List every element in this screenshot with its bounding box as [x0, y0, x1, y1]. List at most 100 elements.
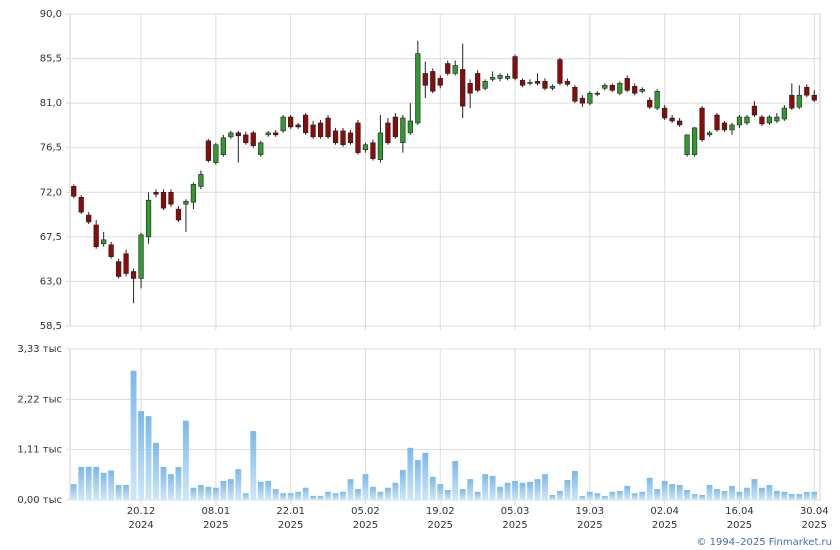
candle-body — [160, 191, 167, 209]
volume-bar — [85, 466, 92, 500]
volume-bar — [474, 491, 481, 500]
volume-bar — [399, 470, 406, 500]
volume-bar — [586, 491, 593, 500]
volume-bar — [564, 480, 571, 500]
volume-bar — [684, 490, 691, 500]
candle-body — [228, 132, 234, 138]
candle-body — [108, 244, 114, 257]
volume-bar — [699, 495, 705, 500]
candle-body — [288, 116, 294, 128]
candle-body — [123, 253, 129, 274]
volume-bar — [459, 489, 466, 500]
candle-body — [258, 142, 264, 155]
volume-bar — [512, 480, 518, 500]
candle-body — [205, 140, 211, 161]
candle-body — [594, 92, 600, 95]
candle-body — [93, 224, 99, 248]
candle-body — [490, 77, 496, 80]
candle-body — [519, 80, 526, 86]
volume-bar — [557, 490, 563, 500]
volume-bar — [100, 472, 107, 500]
candle-body — [116, 261, 122, 277]
candle-body — [467, 83, 473, 94]
candle-body — [669, 117, 675, 122]
volume-bar — [317, 495, 324, 500]
volume-bar — [205, 486, 212, 500]
volume-bar — [489, 475, 496, 500]
panel — [69, 348, 821, 501]
candle-body — [475, 73, 481, 91]
candle-body — [714, 114, 720, 131]
volume-bar — [123, 485, 130, 500]
volume-bar — [609, 491, 616, 500]
volume-bar — [721, 490, 728, 500]
volume-bar — [108, 470, 115, 500]
volume-bar — [250, 431, 257, 500]
volume-bar — [302, 487, 309, 500]
volume-bar — [736, 491, 743, 500]
volume-bar — [519, 482, 526, 500]
candle-body — [213, 144, 219, 163]
volume-bar — [355, 489, 361, 500]
volume-bar — [138, 411, 144, 500]
volume-bar — [168, 474, 174, 500]
candle-body — [542, 81, 548, 89]
y-tick-label: 72,0 — [40, 187, 62, 198]
volume-bar — [325, 491, 331, 500]
volume-bar — [377, 491, 384, 500]
candle-body — [452, 65, 458, 74]
candle-body — [362, 144, 369, 150]
candle-body — [729, 124, 735, 131]
candle-body — [101, 239, 107, 245]
candle-body — [385, 122, 391, 144]
x-tick-label: 05.03 2025 — [501, 506, 530, 531]
candle-body — [183, 200, 189, 205]
volume-bar — [744, 487, 750, 500]
volume-bar — [624, 485, 631, 500]
candle-body — [751, 105, 758, 116]
x-tick-label: 16.04 2025 — [725, 506, 754, 531]
candle-body — [609, 85, 615, 91]
candle-body — [699, 107, 705, 141]
y-tick-label: 3,33 тыс — [17, 344, 62, 355]
candle-body — [355, 122, 361, 153]
candle-body — [220, 137, 226, 155]
volume-bar — [527, 481, 533, 500]
volume-bar — [452, 461, 459, 500]
candle-body — [138, 234, 144, 279]
candle-body — [130, 271, 137, 279]
volume-bar — [78, 466, 85, 500]
x-tick-label: 19.02 2025 — [426, 506, 455, 531]
y-tick-label: 67,5 — [40, 232, 62, 243]
candle-body — [86, 214, 92, 223]
candle-body — [317, 122, 324, 138]
volume-bar — [153, 442, 159, 500]
x-tick-label: 20.12 2024 — [127, 506, 156, 531]
volume-bar — [429, 476, 436, 500]
volume-bar — [482, 474, 489, 500]
candle-body — [460, 69, 466, 107]
candle-body — [392, 116, 398, 138]
candle-body — [295, 124, 301, 128]
candle-body — [624, 78, 630, 91]
volume-bar — [661, 480, 668, 500]
candle-body — [175, 208, 182, 221]
volume-bar — [220, 480, 227, 500]
candle-body — [422, 73, 428, 86]
volume-bar — [310, 495, 317, 500]
candle-body — [273, 132, 279, 136]
candle-body — [482, 81, 488, 89]
volume-bar — [280, 493, 287, 500]
volume-bar — [332, 493, 339, 500]
candle-body — [198, 174, 204, 187]
volume-bar — [183, 420, 189, 500]
volume-bar — [347, 479, 354, 500]
volume-bar — [295, 491, 302, 500]
candle-body — [407, 120, 413, 134]
volume-bar — [646, 477, 653, 500]
candle-body — [168, 191, 174, 205]
candle-body — [325, 117, 331, 138]
volume-bar — [392, 482, 399, 500]
volume-bar — [422, 452, 429, 500]
volume-bar — [714, 489, 720, 500]
